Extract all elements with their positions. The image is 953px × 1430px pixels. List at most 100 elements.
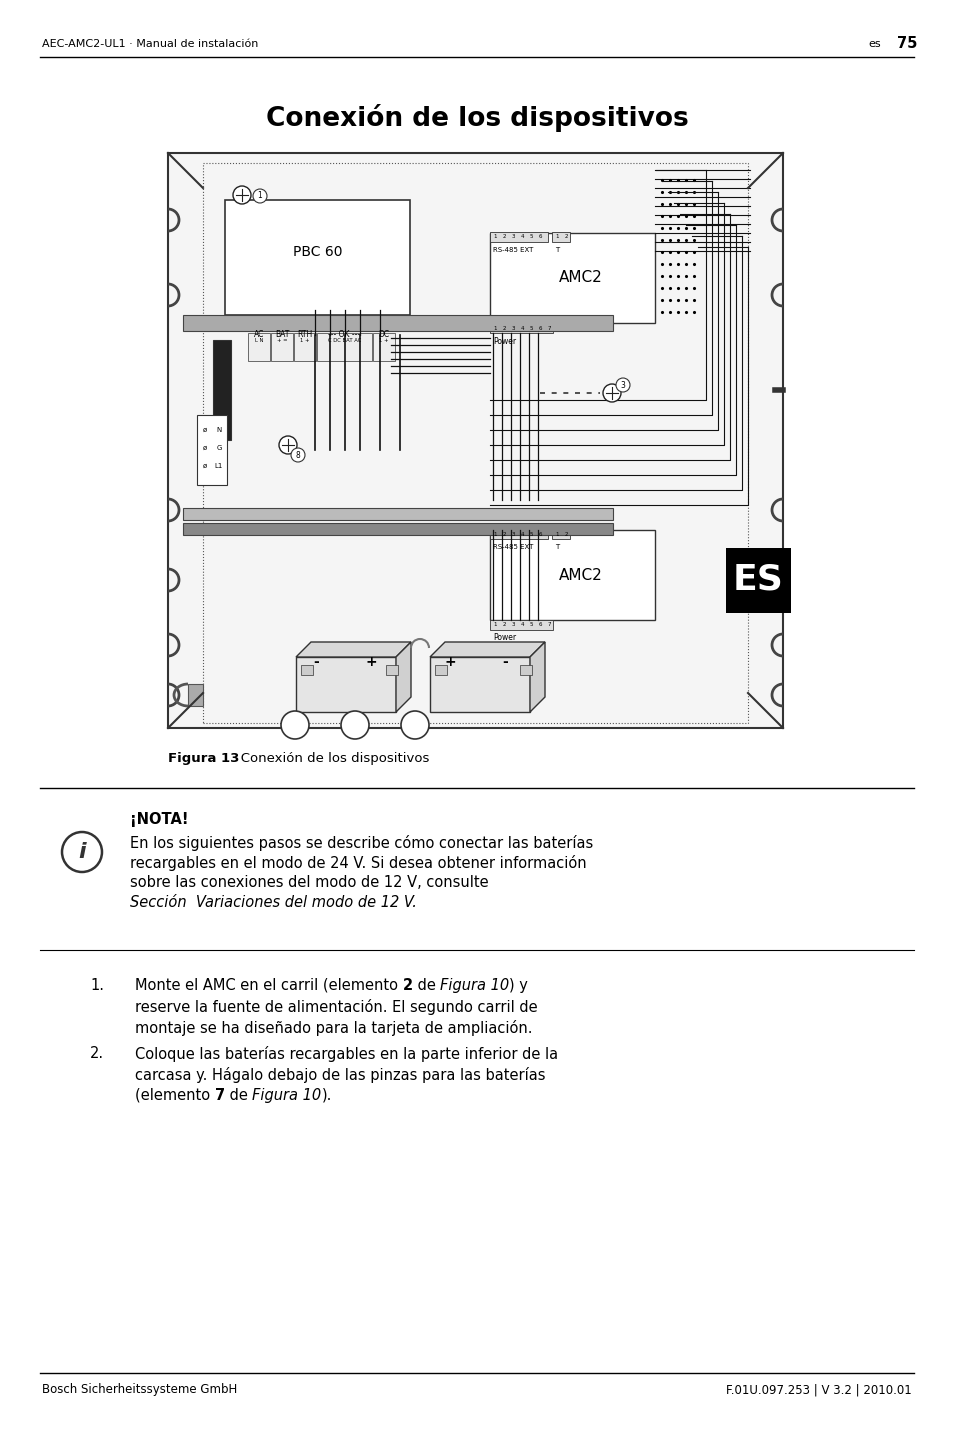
Text: 6: 6	[537, 622, 541, 628]
Text: 1: 1	[493, 532, 497, 536]
Text: BAT: BAT	[274, 330, 289, 339]
Text: 2.: 2.	[90, 1045, 104, 1061]
Bar	[248, 333, 270, 360]
Text: 1: 1	[257, 192, 262, 200]
Text: AMC2: AMC2	[558, 270, 602, 286]
Text: Conexión de los dispositivos: Conexión de los dispositivos	[265, 104, 688, 132]
Polygon shape	[430, 642, 544, 656]
Bar	[188, 684, 203, 706]
Text: G: G	[216, 445, 221, 450]
Text: 5: 5	[529, 326, 532, 330]
Text: 7: 7	[547, 326, 550, 330]
Text: AC: AC	[253, 330, 264, 339]
Text: Figura 13: Figura 13	[168, 752, 239, 765]
Text: Figura 10: Figura 10	[253, 1088, 321, 1103]
Bar	[225, 200, 410, 315]
Text: de: de	[413, 978, 439, 992]
Text: AMC2: AMC2	[558, 568, 602, 582]
Text: +: +	[365, 655, 376, 669]
Bar	[316, 333, 372, 360]
Text: Monte el AMC en el carril (elemento: Monte el AMC en el carril (elemento	[135, 978, 402, 992]
Text: 3: 3	[511, 235, 515, 239]
Text: Power: Power	[493, 336, 516, 346]
Text: 4: 4	[519, 532, 523, 536]
Text: montaje se ha diseñado para la tarjeta de ampliación.: montaje se ha diseñado para la tarjeta d…	[135, 1020, 532, 1035]
Text: 2: 2	[501, 622, 505, 628]
Bar	[552, 232, 569, 242]
Text: T: T	[555, 543, 558, 551]
Text: 5: 5	[529, 235, 532, 239]
Bar	[203, 163, 747, 724]
Text: F.01U.097.253 | V 3.2 | 2010.01: F.01U.097.253 | V 3.2 | 2010.01	[725, 1383, 911, 1397]
Text: T: T	[555, 247, 558, 253]
Text: ¡NOTA!: ¡NOTA!	[130, 812, 189, 827]
Text: 1 +: 1 +	[379, 339, 388, 343]
Text: 4: 4	[519, 326, 523, 330]
Text: ø: ø	[203, 428, 207, 433]
Text: 5: 5	[529, 532, 532, 536]
Text: +: +	[444, 655, 456, 669]
Text: 4: 4	[519, 622, 523, 628]
Text: RS-485 EXT: RS-485 EXT	[493, 543, 533, 551]
Text: de: de	[225, 1088, 253, 1103]
Text: ).: ).	[321, 1088, 332, 1103]
Text: 8: 8	[295, 450, 300, 459]
Bar	[271, 333, 293, 360]
Bar	[213, 340, 231, 440]
Text: 7: 7	[547, 622, 550, 628]
Text: 1 +: 1 +	[300, 339, 310, 343]
Text: 1: 1	[493, 326, 497, 330]
Polygon shape	[295, 642, 411, 656]
Text: Coloque las baterías recargables en la parte inferior de la: Coloque las baterías recargables en la p…	[135, 1045, 558, 1062]
Text: En los siguientes pasos se describe cómo conectar las baterías: En los siguientes pasos se describe cómo…	[130, 835, 593, 851]
Bar	[490, 531, 655, 621]
Bar	[430, 656, 530, 712]
Circle shape	[278, 436, 296, 453]
Text: 6: 6	[537, 532, 541, 536]
Bar	[725, 548, 790, 613]
Text: 2: 2	[402, 978, 413, 992]
Text: 6: 6	[537, 235, 541, 239]
Text: recargables en el modo de 24 V. Si desea obtener información: recargables en el modo de 24 V. Si desea…	[130, 855, 586, 871]
Text: Figura 10: Figura 10	[439, 978, 509, 992]
Text: 1: 1	[493, 622, 497, 628]
Text: ø: ø	[203, 445, 207, 450]
Text: N: N	[216, 428, 221, 433]
Text: DC: DC	[378, 330, 389, 339]
Circle shape	[602, 385, 620, 402]
Circle shape	[291, 448, 305, 462]
Bar	[196, 415, 227, 485]
Text: -: -	[313, 655, 318, 669]
Text: 5: 5	[529, 622, 532, 628]
Text: RTH: RTH	[297, 330, 313, 339]
Text: i: i	[78, 842, 86, 862]
Text: 2: 2	[501, 532, 505, 536]
Text: Sección  Variaciones del modo de 12 V.: Sección Variaciones del modo de 12 V.	[130, 895, 416, 909]
Circle shape	[400, 711, 429, 739]
Bar	[435, 665, 447, 675]
Text: AEC-AMC2-UL1 · Manual de instalación: AEC-AMC2-UL1 · Manual de instalación	[42, 39, 258, 49]
Text: C DC BAT AC: C DC BAT AC	[328, 339, 361, 343]
Bar	[373, 333, 395, 360]
Bar	[490, 232, 547, 242]
Text: 4: 4	[519, 235, 523, 239]
Text: 6: 6	[537, 326, 541, 330]
Text: es: es	[867, 39, 880, 49]
Bar	[294, 333, 315, 360]
Text: 3: 3	[619, 380, 625, 389]
Text: 1.: 1.	[90, 978, 104, 992]
Text: --- OK ---: --- OK ---	[328, 330, 360, 339]
Bar	[490, 529, 547, 539]
Text: ES: ES	[732, 563, 782, 596]
Text: (elemento: (elemento	[135, 1088, 214, 1103]
Bar	[301, 665, 313, 675]
Bar	[490, 621, 553, 631]
Text: ) y: ) y	[509, 978, 528, 992]
Circle shape	[616, 378, 629, 392]
Text: sobre las conexiones del modo de 12 V, consulte: sobre las conexiones del modo de 12 V, c…	[130, 875, 488, 889]
Circle shape	[340, 711, 369, 739]
Circle shape	[62, 832, 102, 872]
Text: 7: 7	[214, 1088, 225, 1103]
Text: RS-485 EXT: RS-485 EXT	[493, 247, 533, 253]
Text: 2: 2	[563, 235, 567, 239]
